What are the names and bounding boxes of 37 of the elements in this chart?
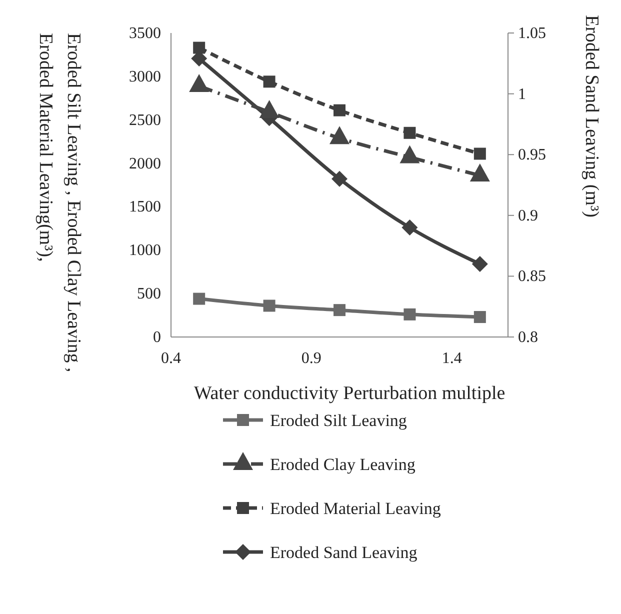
point xyxy=(332,170,348,187)
point xyxy=(402,220,418,236)
y2-tick-label: 0.8 xyxy=(518,329,538,346)
y2-tick-label: 0.85 xyxy=(518,268,546,286)
point xyxy=(334,304,346,316)
point xyxy=(263,300,276,312)
y2-axis-title: Eroded Sand Leaving (m³) xyxy=(581,15,602,218)
y-tick-label: 500 xyxy=(137,286,161,303)
y-axis-title: Eroded Silt Leaving , Eroded Clay Leaving , Eroded Material Leaving(m³), xyxy=(35,33,84,372)
y-tick-label: 0 xyxy=(153,329,161,346)
point xyxy=(472,256,488,272)
legend-label: Eroded Silt Leaving xyxy=(270,411,408,430)
point xyxy=(334,104,346,116)
point xyxy=(404,126,416,139)
point xyxy=(404,308,416,320)
x-tick-label: 0.4 xyxy=(161,350,181,367)
y-tick-label: 3500 xyxy=(129,25,161,42)
y-tick-label: 2000 xyxy=(129,155,161,172)
y2-tick-label: 1 xyxy=(518,86,526,103)
y2-tick-label: 0.9 xyxy=(518,207,538,224)
y2-tick-label: 1.05 xyxy=(518,25,546,42)
legend-label: Eroded Material Leaving xyxy=(270,499,442,518)
point xyxy=(263,76,276,88)
x-tick-label: 0.9 xyxy=(301,350,322,367)
point xyxy=(193,292,206,305)
point xyxy=(193,42,206,54)
y-tick-label: 1500 xyxy=(129,198,161,216)
point xyxy=(474,311,486,324)
x-tick-label: 1.4 xyxy=(442,350,462,367)
legend-label: Eroded Clay Leaving xyxy=(270,455,416,474)
x-axis-title: Water conductivity Perturbation multiple xyxy=(194,383,506,404)
y-tick-label: 1000 xyxy=(129,242,161,260)
point xyxy=(474,148,486,160)
y2-tick-label: 0.95 xyxy=(518,146,546,164)
legend-label: Eroded Sand Leaving xyxy=(270,543,418,562)
y-tick-label: 3000 xyxy=(129,68,161,86)
y-tick-label: 2500 xyxy=(129,112,161,129)
